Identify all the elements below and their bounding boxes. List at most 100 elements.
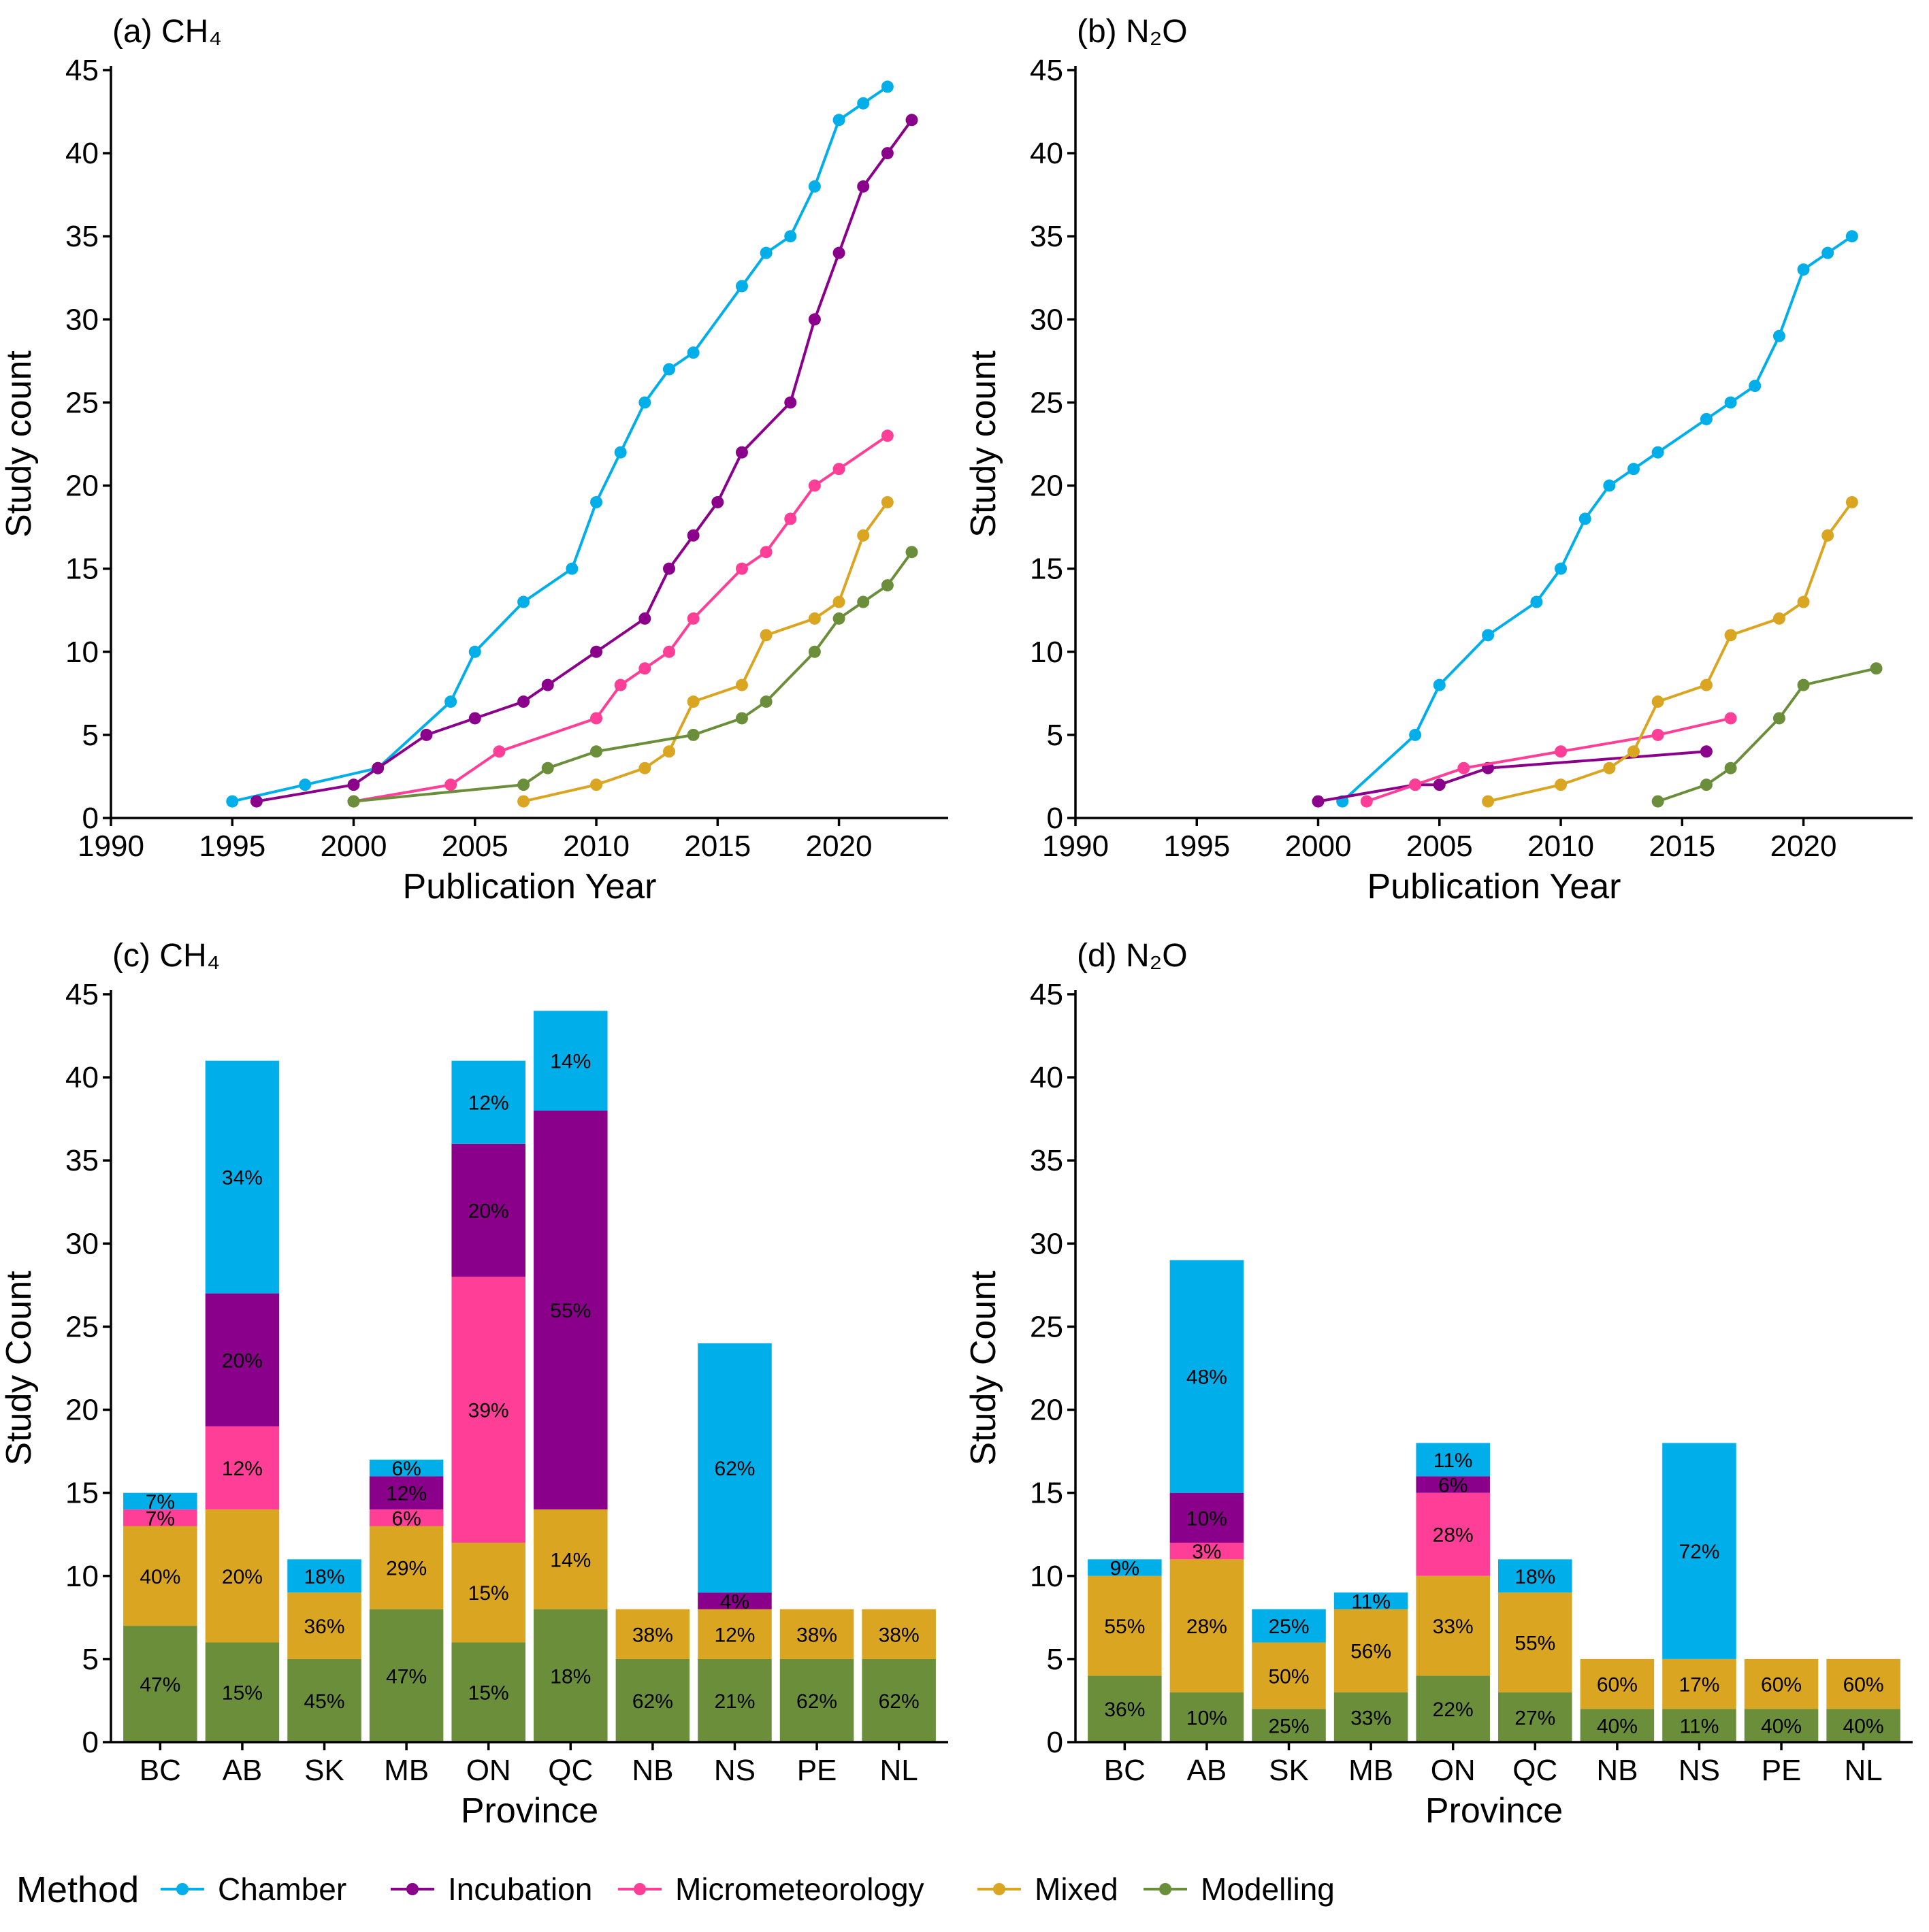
x-tick-label: BC (140, 1754, 181, 1787)
y-tick-label: 10 (1030, 636, 1063, 669)
data-point-mixed (1845, 495, 1858, 508)
bar-segment-modelling (369, 1609, 444, 1742)
data-point-incubation (1312, 795, 1325, 808)
bar-label: 6% (391, 1507, 421, 1530)
data-point-chamber (1700, 412, 1713, 425)
data-point-incubation (1433, 779, 1446, 791)
y-tick-label: 5 (82, 719, 99, 752)
data-point-micrometeorology (832, 463, 845, 476)
data-point-modelling (881, 579, 894, 592)
data-point-chamber (1409, 728, 1422, 741)
bar-label: 55% (1514, 1632, 1555, 1654)
data-point-chamber (881, 80, 894, 93)
bar-label: 33% (1433, 1616, 1474, 1638)
x-tick-label: NB (1596, 1754, 1638, 1787)
y-tick-label: 45 (65, 54, 99, 87)
bar-label: 4% (720, 1590, 749, 1613)
bar-label: 40% (1761, 1716, 1802, 1738)
data-point-chamber (1433, 678, 1446, 691)
y-tick-label: 40 (65, 1061, 99, 1094)
data-point-chamber (517, 595, 530, 608)
data-point-mixed (760, 629, 773, 642)
series-line-chamber (231, 85, 889, 803)
data-point-chamber (832, 114, 845, 127)
y-tick-label: 15 (65, 1477, 99, 1510)
bar-segment-chamber (1088, 1559, 1162, 1576)
y-tick-label: 35 (65, 1144, 99, 1177)
x-tick-label: 2015 (1649, 830, 1715, 863)
y-tick-label: 15 (65, 553, 99, 586)
data-point-mixed (590, 779, 603, 791)
data-point-modelling (347, 795, 360, 808)
x-axis-title: Province (1425, 1791, 1563, 1831)
data-point-micrometeorology (590, 712, 603, 725)
y-tick-label: 20 (1030, 470, 1063, 503)
data-point-modelling (1700, 779, 1713, 791)
x-tick-label: 1995 (1163, 830, 1230, 863)
x-tick-label: NB (632, 1754, 673, 1787)
x-axis-title: Province (461, 1791, 598, 1831)
bar-label: 15% (468, 1582, 509, 1605)
data-point-micrometeorology (687, 612, 700, 625)
data-point-incubation (250, 795, 263, 808)
bar-segment-mixed (779, 1609, 854, 1659)
bar-segment-mixed (369, 1526, 444, 1609)
legend: Method Chamber Incubation Micrometeorology M… (16, 1869, 1335, 1910)
data-point-micrometeorology (784, 512, 797, 525)
bar-segment-modelling (1498, 1692, 1572, 1742)
bar-label: 7% (146, 1491, 175, 1513)
data-point-chamber (1555, 562, 1568, 575)
y-tick-label: 45 (1030, 54, 1063, 87)
data-point-modelling (517, 779, 530, 791)
bar-segment-micrometeorology (369, 1509, 444, 1526)
legend-key-point-incubation (406, 1883, 419, 1895)
data-point-incubation (735, 446, 748, 459)
data-point-chamber (299, 779, 312, 791)
bar-label: 60% (1597, 1674, 1638, 1697)
data-point-incubation (1700, 745, 1713, 758)
bar-segment-incubation (1169, 1492, 1244, 1543)
data-point-mixed (1651, 695, 1664, 708)
bar-segment-mixed (615, 1609, 690, 1659)
series-line-micrometeorology (1366, 717, 1732, 803)
y-tick-label: 25 (65, 1310, 99, 1343)
x-tick-label: 2005 (1406, 830, 1473, 863)
data-point-mixed (1821, 529, 1834, 542)
data-point-incubation (832, 246, 845, 259)
legend-label-mixed: Mixed (1035, 1871, 1118, 1907)
data-point-micrometeorology (808, 479, 821, 492)
bar-label: 14% (550, 1051, 591, 1073)
data-point-incubation (687, 529, 700, 542)
x-tick-label: NS (1679, 1754, 1720, 1787)
bar-label: 40% (140, 1566, 180, 1588)
bar-segment-mixed (1416, 1575, 1490, 1676)
bar-label: 9% (1110, 1558, 1139, 1580)
bar-segment-micrometeorology (205, 1426, 280, 1510)
bar-label: 6% (391, 1458, 421, 1480)
data-point-incubation (541, 678, 554, 691)
data-point-chamber (1821, 246, 1834, 259)
data-point-modelling (832, 612, 845, 625)
y-tick-label: 35 (1030, 1144, 1063, 1177)
y-axis-title: Study count (964, 350, 1003, 538)
data-point-modelling (1724, 762, 1737, 774)
bar-label: 34% (222, 1167, 263, 1190)
bar-label: 29% (386, 1558, 427, 1580)
bar-segment-mixed (287, 1592, 361, 1659)
bar-label: 40% (1597, 1716, 1638, 1738)
data-point-mixed (857, 529, 870, 542)
x-tick-label: NS (714, 1754, 756, 1787)
data-point-mixed (517, 795, 530, 808)
series-line-micrometeorology (353, 434, 889, 803)
bar-label: 28% (1433, 1524, 1474, 1547)
data-point-chamber (468, 645, 481, 658)
x-axis-title: Publication Year (403, 867, 657, 906)
bar-segment-incubation (451, 1143, 525, 1277)
data-point-incubation (905, 114, 918, 127)
data-point-micrometeorology (1409, 779, 1422, 791)
panel-a-ch4-line-chart: 0 5 10 15 20 25 30 35 40 45 Study count (a) CH₄ 1990… (0, 14, 948, 906)
data-point-modelling (1797, 678, 1810, 691)
bar-label: 10% (1186, 1507, 1227, 1530)
data-point-micrometeorology (1457, 762, 1470, 774)
bar-label: 62% (632, 1690, 673, 1713)
